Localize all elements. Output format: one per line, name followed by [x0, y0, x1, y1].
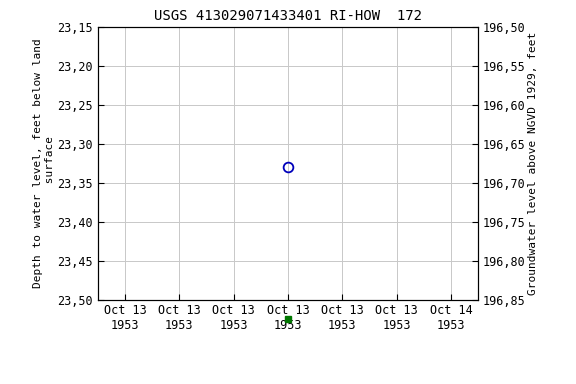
- Title: USGS 413029071433401 RI-HOW  172: USGS 413029071433401 RI-HOW 172: [154, 9, 422, 23]
- Y-axis label: Groundwater level above NGVD 1929, feet: Groundwater level above NGVD 1929, feet: [528, 31, 539, 295]
- Y-axis label: Depth to water level, feet below land
 surface: Depth to water level, feet below land su…: [33, 38, 55, 288]
